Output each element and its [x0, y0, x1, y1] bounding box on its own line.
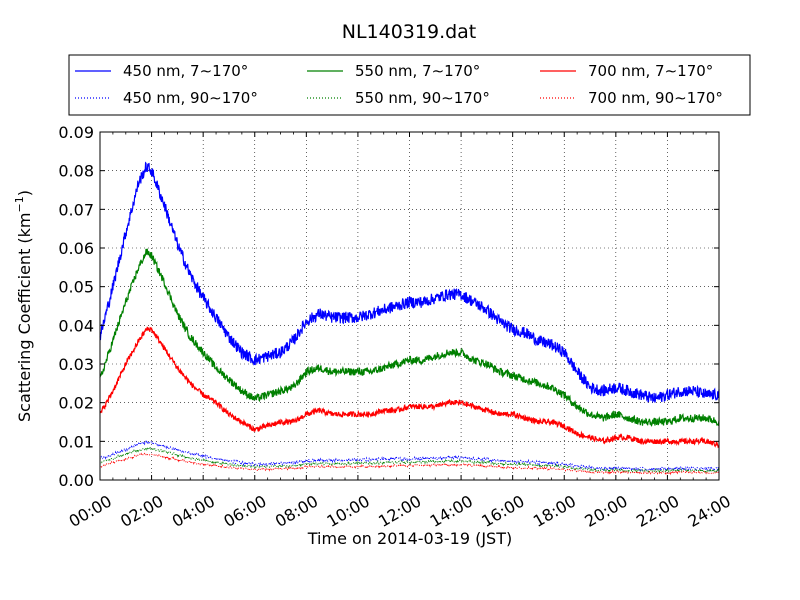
x-tick-label: 20:00 — [581, 491, 630, 531]
y-tick-label: 0.04 — [58, 316, 94, 335]
legend-label: 450 nm, 90∼170° — [123, 89, 258, 107]
y-tick-label: 0.09 — [58, 123, 94, 142]
y-tick-label: 0.06 — [58, 239, 94, 258]
y-tick-label: 0.03 — [58, 355, 94, 374]
legend-label: 700 nm, 90∼170° — [588, 89, 723, 107]
y-tick-label: 0.02 — [58, 394, 94, 413]
x-tick-label: 02:00 — [117, 491, 166, 531]
x-tick-label: 14:00 — [427, 491, 476, 531]
series-layer — [99, 161, 720, 476]
y-tick-label: 0.08 — [58, 162, 94, 181]
x-tick-label: 08:00 — [272, 491, 321, 531]
y-axis-label-exponent: −1 — [13, 196, 26, 212]
legend-box — [68, 54, 751, 116]
series-line — [99, 326, 720, 449]
x-tick-label: 18:00 — [530, 491, 579, 531]
x-tick-label: 22:00 — [633, 491, 682, 531]
x-tick-label: 00:00 — [66, 491, 115, 531]
chart-title: NL140319.dat — [342, 21, 477, 43]
legend-label: 450 nm, 7∼170° — [123, 62, 248, 80]
x-axis-label: Time on 2014-03-19 (JST) — [307, 529, 512, 548]
ticks — [99, 131, 720, 481]
series-line — [99, 439, 720, 472]
x-tick-label: 04:00 — [169, 491, 218, 531]
y-tick-label: 0.00 — [58, 471, 94, 490]
legend-label: 550 nm, 90∼170° — [355, 89, 490, 107]
x-tick-label: 06:00 — [220, 491, 269, 531]
y-tick-label: 0.07 — [58, 200, 94, 219]
y-axis-label-main: Scattering Coefficient (km — [15, 212, 34, 422]
legend: 450 nm, 7∼170° 550 nm, 7∼170° 700 nm, 7∼17… — [68, 54, 751, 116]
series-line — [99, 248, 720, 427]
x-tick-label: 10:00 — [323, 491, 372, 531]
x-tick-label: 12:00 — [375, 491, 424, 531]
legend-label: 700 nm, 7∼170° — [588, 62, 713, 80]
series-line — [99, 161, 720, 404]
x-tick-label: 16:00 — [478, 491, 527, 531]
y-axis-label: Scattering Coefficient (km−1) — [13, 190, 34, 422]
x-tick-label: 24:00 — [685, 491, 734, 531]
series-line — [99, 445, 720, 474]
legend-label: 550 nm, 7∼170° — [355, 62, 480, 80]
y-axis-label-close: ) — [15, 190, 34, 196]
y-tick-label: 0.05 — [58, 278, 94, 297]
y-tick-label: 0.01 — [58, 432, 94, 451]
tick-labels: 00:00 02:00 04:00 06:00 08:00 10:00 12:00 14:00… — [58, 123, 734, 531]
